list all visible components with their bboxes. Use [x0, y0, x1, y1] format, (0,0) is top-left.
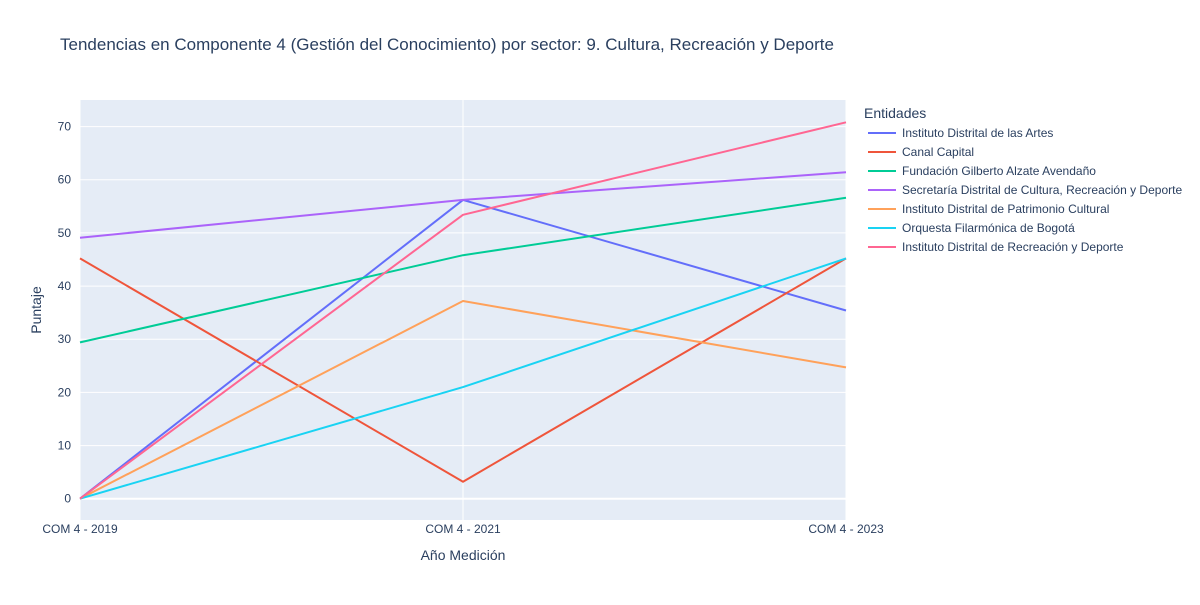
- series-line-2: [79, 257, 847, 483]
- y-tick-label: 50: [58, 226, 72, 240]
- y-tick-label: 10: [58, 439, 72, 453]
- y-tick-label: 70: [58, 120, 72, 134]
- legend-item-1[interactable]: Instituto Distrital de las Artes: [868, 126, 1053, 140]
- legend-label: Orquesta Filarmónica de Bogotá: [902, 221, 1075, 235]
- y-tick-label: 0: [64, 492, 71, 506]
- x-tick-label: COM 4 - 2023: [808, 522, 884, 536]
- legend-items[interactable]: Instituto Distrital de las Artes Canal Ca…: [868, 126, 1182, 254]
- series-line-3: [79, 196, 847, 344]
- series-line-7: [79, 121, 847, 500]
- legend-label: Secretaría Distrital de Cultura, Recreac…: [902, 183, 1182, 197]
- legend-title: Entidades: [864, 105, 926, 121]
- legend-label: Instituto Distrital de Recreación y Depo…: [902, 240, 1124, 254]
- legend-label: Canal Capital: [902, 145, 974, 159]
- y-axis-title: Puntaje: [28, 286, 44, 334]
- legend-label: Fundación Gilberto Alzate Avendaño: [902, 164, 1096, 178]
- legend-label: Instituto Distrital de Patrimonio Cultur…: [902, 202, 1109, 216]
- y-tick-label: 40: [58, 279, 72, 293]
- series-line-5: [79, 300, 847, 500]
- y-tick-label: 60: [58, 173, 72, 187]
- legend-item-2[interactable]: Canal Capital: [868, 145, 974, 159]
- legend-item-7[interactable]: Instituto Distrital de Recreación y Depo…: [868, 240, 1124, 254]
- legend-label: Instituto Distrital de las Artes: [902, 126, 1053, 140]
- series-line-4: [79, 171, 847, 239]
- legend-item-6[interactable]: Orquesta Filarmónica de Bogotá: [868, 221, 1075, 235]
- legend[interactable]: Entidades Instituto Distrital de las Art…: [864, 105, 1182, 254]
- series-layer: [79, 121, 847, 500]
- y-tick-label: 20: [58, 385, 72, 399]
- legend-item-3[interactable]: Fundación Gilberto Alzate Avendaño: [868, 164, 1096, 178]
- y-tick-label: 30: [58, 332, 72, 346]
- legend-item-5[interactable]: Instituto Distrital de Patrimonio Cultur…: [868, 202, 1109, 216]
- legend-item-4[interactable]: Secretaría Distrital de Cultura, Recreac…: [868, 183, 1182, 197]
- tick-layer: 0 10 20 30 40 50 60 70 COM 4 - 2019 COM 4 - 2021 C…: [42, 120, 884, 536]
- x-axis-title: Año Medición: [421, 547, 506, 563]
- chart-title: Tendencias en Componente 4 (Gestión del …: [60, 35, 834, 54]
- x-tick-label: COM 4 - 2021: [425, 522, 501, 536]
- series-line-6: [79, 257, 847, 500]
- x-tick-label: COM 4 - 2019: [42, 522, 118, 536]
